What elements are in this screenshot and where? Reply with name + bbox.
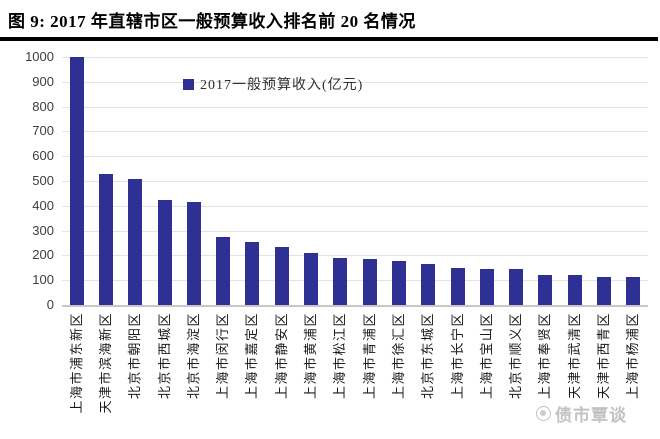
gridline-y-200 [62, 255, 648, 257]
x-tick-label: 上海市嘉定区 [244, 312, 260, 400]
x-tick-label: 北京市东城区 [420, 312, 436, 400]
x-tick-label: 上海市闵行区 [215, 312, 231, 400]
y-tick-label: 300 [32, 222, 54, 238]
bar-北京市顺义区 [509, 269, 524, 305]
x-tick-label: 北京市朝阳区 [127, 312, 143, 400]
bar-天津市武清区 [567, 274, 582, 305]
x-tick-label: 上海市青浦区 [361, 312, 377, 400]
x-tick-label: 上海市宝山区 [478, 312, 494, 400]
gridline-y-1000 [62, 57, 648, 58]
plot-area [62, 57, 648, 307]
bar-北京市西城区 [157, 199, 172, 305]
x-tick-label: 天津市滨海新区 [97, 312, 113, 414]
y-tick-label: 900 [32, 73, 54, 89]
bar-上海市嘉定区 [245, 242, 260, 305]
title-divider-rule [0, 37, 658, 41]
bar-上海市徐汇区 [391, 261, 406, 305]
gridline-y-800 [62, 106, 648, 108]
gridline-y-300 [62, 230, 648, 232]
x-tick-label: 上海市黄浦区 [303, 312, 319, 400]
bar-天津市西青区 [597, 276, 612, 305]
x-tick-label: 上海市浦东新区 [68, 312, 84, 414]
y-tick-label: 100 [32, 272, 54, 288]
gridline-y-100 [62, 280, 648, 282]
legend-label: 2017一般预算收入(亿元) [200, 78, 364, 93]
gridline-y-700 [62, 131, 648, 133]
x-tick-label: 上海市徐汇区 [390, 312, 406, 400]
x-tick-label: 北京市西城区 [156, 312, 172, 400]
y-tick-label: 500 [32, 173, 54, 188]
x-tick-label: 上海市杨浦区 [625, 312, 641, 400]
bar-上海市青浦区 [362, 259, 377, 305]
gridline-y-600 [62, 156, 648, 158]
x-tick-label: 上海市静安区 [273, 312, 289, 400]
watermark-logo-icon [536, 406, 551, 421]
y-tick-label: 1000 [25, 49, 54, 64]
x-tick-label: 上海市长宁区 [449, 312, 465, 400]
x-tick-label: 北京市海淀区 [185, 312, 201, 400]
bar-上海市浦东新区 [69, 57, 84, 305]
y-tick-label: 600 [32, 148, 54, 164]
bar-上海市黄浦区 [304, 253, 319, 305]
bar-上海市静安区 [274, 247, 289, 305]
bar-上海市松江区 [333, 258, 348, 305]
legend-swatch-icon [183, 78, 194, 90]
figure-title: 图 9: 2017 年直辖市区一般预算收入排名前 20 名情况 [8, 12, 416, 31]
gridline-y-900 [62, 81, 648, 83]
y-tick-label: 400 [32, 197, 54, 213]
bar-上海市闵行区 [216, 236, 231, 305]
x-tick-label: 北京市顺义区 [508, 312, 524, 400]
bar-北京市海淀区 [186, 201, 201, 305]
bar-上海市宝山区 [479, 268, 494, 305]
y-tick-label: 800 [32, 98, 54, 114]
bar-天津市滨海新区 [98, 173, 113, 305]
bar-北京市朝阳区 [128, 179, 143, 305]
gridline-y-500 [62, 181, 648, 182]
bar-上海市杨浦区 [626, 277, 641, 305]
legend: 2017一般预算收入(亿元) [183, 74, 363, 94]
gridline-y-400 [62, 205, 648, 207]
watermark-label: 债市覃谈 [555, 406, 627, 425]
watermark: 债市覃谈 [536, 401, 627, 426]
y-tick-label: 0 [46, 297, 54, 312]
y-tick-label: 700 [32, 123, 54, 139]
y-tick-label: 200 [32, 247, 54, 263]
x-tick-label: 上海市松江区 [332, 312, 348, 400]
bar-上海市奉贤区 [538, 274, 553, 305]
bar-北京市东城区 [421, 263, 436, 305]
bar-上海市长宁区 [450, 267, 465, 305]
